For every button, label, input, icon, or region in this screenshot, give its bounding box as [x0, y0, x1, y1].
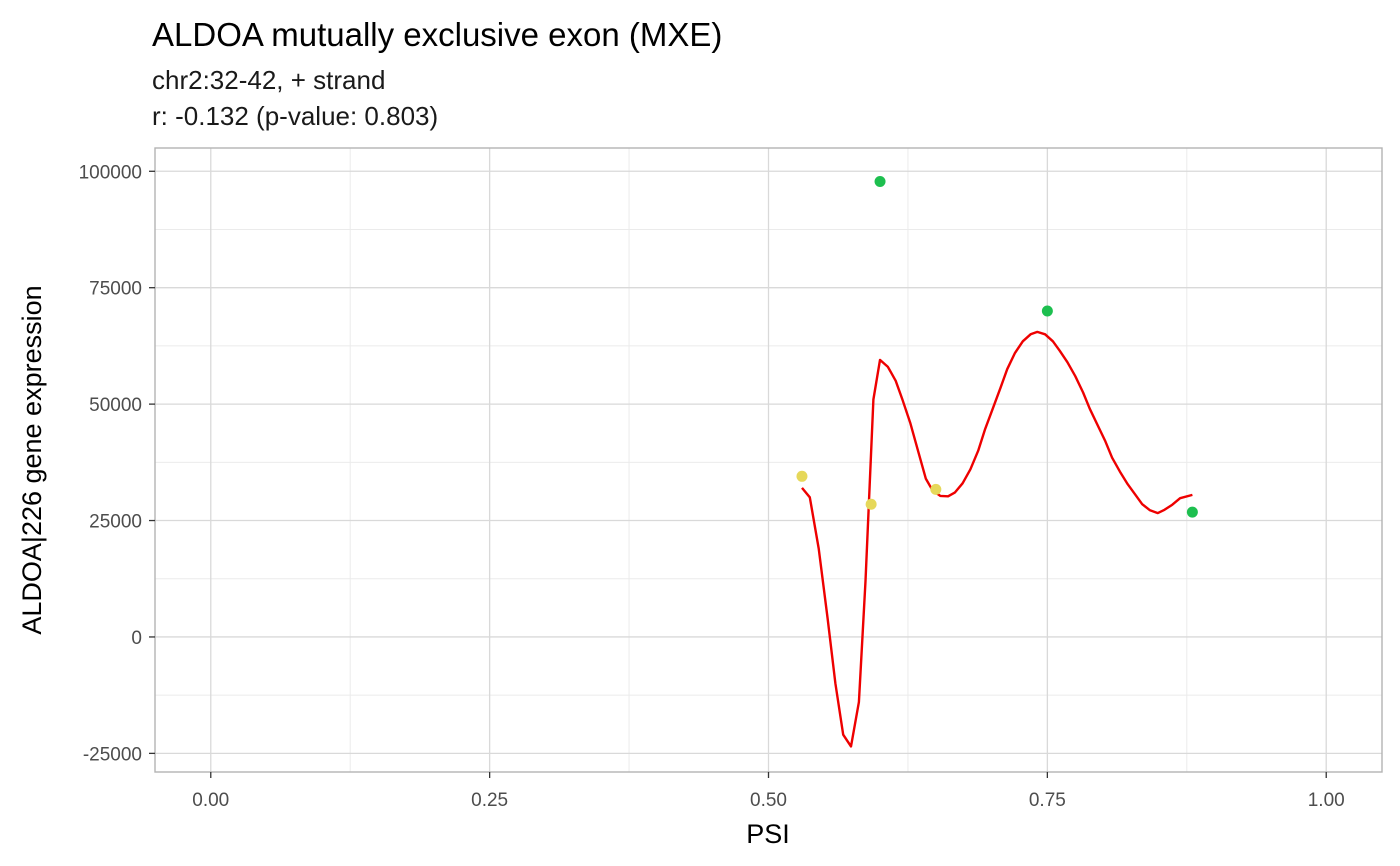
y-tick-label: 0	[131, 628, 142, 649]
scatter-point	[796, 470, 808, 482]
scatter-point	[930, 483, 942, 495]
y-tick-label: 25000	[89, 512, 142, 533]
scatter-point	[1186, 506, 1198, 518]
fit-layer	[801, 330, 1193, 748]
y-tick-label: 100000	[79, 162, 142, 183]
scatter-point	[874, 176, 886, 188]
x-tick-label: 1.00	[1308, 790, 1345, 811]
x-tick-label: 0.50	[750, 790, 787, 811]
chart-subtitle-line-1: chr2:32-42, + strand	[152, 65, 385, 95]
x-tick-label: 0.00	[192, 790, 229, 811]
y-tick-label: -25000	[83, 744, 142, 765]
chart-title: ALDOA mutually exclusive exon (MXE)	[152, 16, 722, 53]
x-axis-title: PSI	[746, 819, 790, 849]
y-tick-label: 75000	[89, 279, 142, 300]
chart-subtitle-line-2: r: -0.132 (p-value: 0.803)	[152, 101, 438, 131]
scatter-point	[1041, 305, 1053, 317]
x-tick-label: 0.25	[471, 790, 508, 811]
scatter-point	[865, 498, 877, 510]
y-axis-ticks: -25000 0 25000 50000 75000 100000	[79, 162, 155, 765]
grid-major	[155, 148, 1382, 772]
x-tick-label: 0.75	[1029, 790, 1066, 811]
fit-line	[801, 330, 1193, 748]
points-layer	[796, 176, 1198, 518]
y-tick-label: 50000	[89, 395, 142, 416]
y-axis-title: ALDOA|226 gene expression	[17, 285, 47, 634]
x-axis-ticks: 0.00 0.25 0.50 0.75 1.00	[192, 772, 1345, 811]
